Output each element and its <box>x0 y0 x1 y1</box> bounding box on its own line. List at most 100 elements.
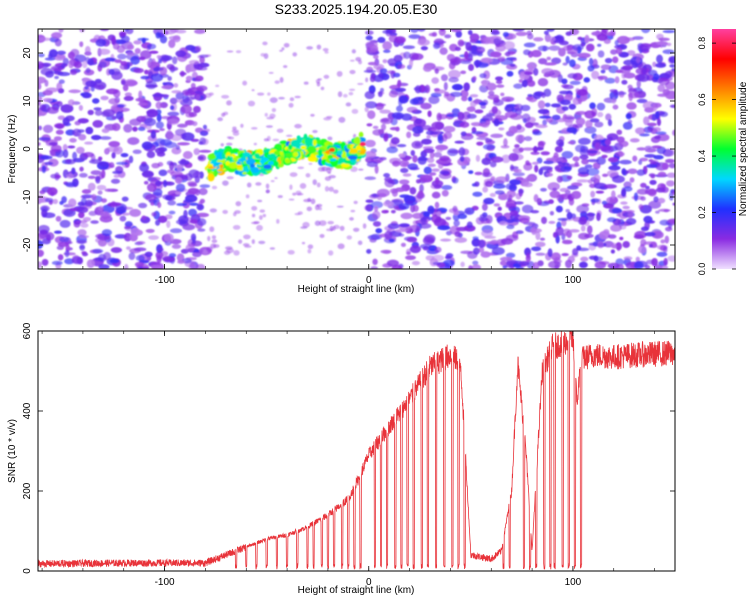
noise-blob <box>122 212 130 216</box>
noise-blob <box>430 92 442 98</box>
noise-blob <box>199 198 205 204</box>
noise-blob <box>596 102 606 111</box>
noise-blob <box>136 115 147 123</box>
noise-blob <box>324 186 330 192</box>
noise-blob <box>604 184 617 189</box>
noise-blob <box>98 205 104 211</box>
noise-blob <box>245 194 250 199</box>
spectrogram-blobs <box>38 29 675 269</box>
noise-blob <box>566 211 573 220</box>
noise-blob <box>495 80 503 84</box>
noise-blob <box>533 68 539 76</box>
noise-blob <box>657 197 666 204</box>
noise-blob <box>587 159 600 163</box>
noise-blob <box>588 57 594 66</box>
noise-blob <box>54 38 62 47</box>
noise-blob <box>38 249 44 258</box>
noise-blob <box>41 165 47 174</box>
noise-blob <box>574 144 586 153</box>
noise-blob <box>547 182 560 191</box>
noise-blob <box>590 190 596 198</box>
noise-blob <box>501 96 515 102</box>
noise-blob <box>520 104 531 112</box>
noise-blob <box>276 128 284 133</box>
noise-blob <box>53 136 62 141</box>
noise-blob <box>141 141 153 150</box>
noise-blob <box>68 198 77 208</box>
noise-blob <box>629 138 640 143</box>
noise-blob <box>525 176 535 180</box>
noise-blob <box>373 63 385 70</box>
noise-blob <box>561 159 568 163</box>
noise-blob <box>323 117 332 121</box>
noise-blob <box>567 73 578 79</box>
noise-blob <box>627 119 633 124</box>
noise-blob <box>46 106 59 114</box>
signal-blob <box>353 136 361 145</box>
signal-blob <box>242 151 251 158</box>
noise-blob <box>499 256 513 262</box>
noise-blob <box>380 249 392 254</box>
noise-blob <box>97 48 111 55</box>
noise-blob <box>295 190 302 196</box>
noise-blob <box>547 248 553 258</box>
noise-blob <box>493 183 506 189</box>
noise-blob <box>490 29 499 34</box>
noise-blob <box>548 45 561 51</box>
noise-blob <box>481 229 494 238</box>
noise-blob <box>435 216 442 223</box>
noise-blob <box>155 32 161 39</box>
signal-blob <box>358 131 364 138</box>
noise-blob <box>552 187 557 191</box>
noise-blob <box>145 80 157 90</box>
noise-blob <box>205 54 212 57</box>
noise-blob <box>596 156 606 165</box>
noise-blob <box>58 79 65 84</box>
noise-blob <box>548 199 554 205</box>
noise-blob <box>526 252 531 259</box>
noise-blob <box>314 220 321 226</box>
noise-blob <box>87 58 94 66</box>
noise-blob <box>621 79 628 85</box>
noise-blob <box>427 205 435 215</box>
noise-blob <box>187 187 199 195</box>
noise-blob <box>197 154 207 162</box>
noise-blob <box>170 171 183 177</box>
noise-blob <box>622 240 630 249</box>
noise-blob <box>505 51 511 57</box>
noise-blob <box>422 64 433 72</box>
noise-blob <box>546 56 552 61</box>
noise-blob <box>631 60 639 69</box>
noise-blob <box>126 44 135 50</box>
snr-series-line <box>38 331 675 570</box>
snr-axes: -100 0 100 0 200 400 600 <box>22 322 675 588</box>
noise-blob <box>110 178 121 184</box>
noise-blob <box>451 83 464 91</box>
noise-blob <box>604 77 616 84</box>
noise-blob <box>58 29 64 33</box>
signal-blob <box>349 148 359 154</box>
noise-blob <box>157 201 162 209</box>
noise-blob <box>303 81 309 85</box>
noise-blob <box>628 92 633 102</box>
noise-blob <box>655 210 660 214</box>
noise-blob <box>307 244 314 250</box>
noise-blob <box>619 159 632 165</box>
noise-blob <box>521 113 531 123</box>
noise-blob <box>472 191 483 197</box>
noise-blob <box>156 255 162 264</box>
noise-blob <box>504 104 514 113</box>
noise-blob <box>599 261 610 265</box>
noise-blob <box>648 200 662 209</box>
noise-blob <box>122 84 129 92</box>
noise-blob <box>93 107 102 111</box>
noise-blob <box>141 171 154 177</box>
noise-blob <box>319 233 325 238</box>
signal-blob <box>245 158 256 166</box>
noise-blob <box>358 168 364 171</box>
noise-blob <box>81 252 89 257</box>
noise-blob <box>658 37 670 42</box>
noise-blob <box>251 239 255 244</box>
noise-blob <box>320 86 325 91</box>
noise-blob <box>271 108 277 113</box>
